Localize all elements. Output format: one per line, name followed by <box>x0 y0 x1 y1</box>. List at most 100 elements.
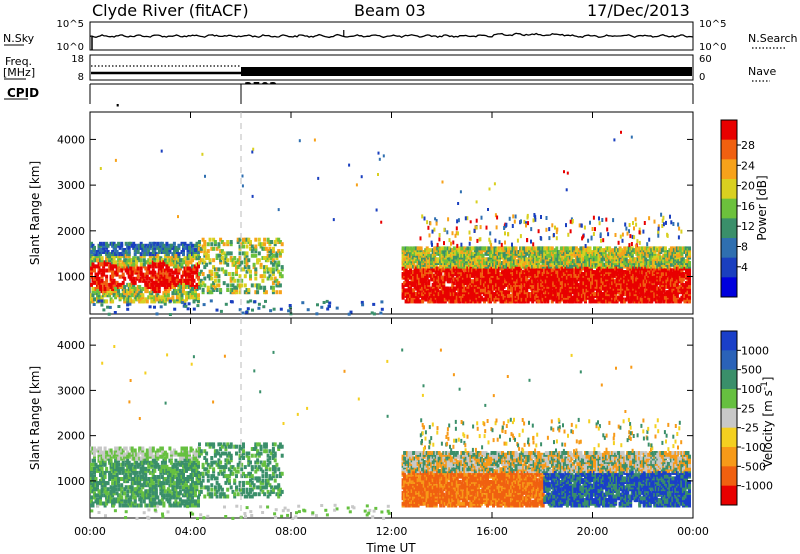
data-cell <box>208 258 212 263</box>
data-cell <box>230 300 234 304</box>
data-cell <box>326 307 330 311</box>
data-cell <box>189 295 193 300</box>
data-cell <box>235 290 238 295</box>
data-cell <box>177 270 181 275</box>
data-cell <box>602 251 605 256</box>
data-cell <box>242 237 245 242</box>
data-cell <box>266 240 270 244</box>
data-cell <box>99 258 102 263</box>
data-cell <box>198 242 201 247</box>
data-cell <box>266 253 270 258</box>
data-cell <box>100 295 104 300</box>
data-cell <box>582 284 586 289</box>
data-cell <box>203 265 207 270</box>
data-cell <box>550 268 554 273</box>
data-cell <box>165 241 169 246</box>
data-cell <box>129 289 133 294</box>
data-cell <box>238 246 242 251</box>
data-cell <box>243 253 247 258</box>
data-cell <box>97 293 101 298</box>
data-cell <box>99 248 102 252</box>
data-cell <box>662 293 666 298</box>
data-cell <box>151 268 155 273</box>
data-cell <box>198 256 201 260</box>
data-cell <box>111 266 115 271</box>
data-cell <box>238 244 242 249</box>
data-cell <box>108 252 112 257</box>
data-cell <box>460 284 464 289</box>
data-cell <box>279 307 283 311</box>
data-cell <box>109 289 113 294</box>
data-cell <box>621 297 625 302</box>
data-cell <box>159 264 163 269</box>
data-cell <box>153 270 157 275</box>
data-cell <box>130 260 134 265</box>
data-cell <box>224 253 228 258</box>
data-cell <box>139 252 143 257</box>
data-cell <box>213 242 217 247</box>
data-cell <box>113 311 117 314</box>
data-cell <box>169 260 173 265</box>
data-cell <box>178 266 182 271</box>
data-cell <box>561 288 565 293</box>
data-cell <box>178 299 182 304</box>
data-cell <box>231 276 235 281</box>
data-cell <box>275 283 279 288</box>
data-cell <box>561 284 565 289</box>
plot-title: Clyde River (fitACF) <box>92 1 249 20</box>
data-cell <box>262 305 266 309</box>
data-cell <box>139 258 143 263</box>
data-cell <box>133 293 137 298</box>
data-cell <box>259 285 263 290</box>
data-cell <box>148 264 152 269</box>
data-cell <box>401 246 405 251</box>
data-cell <box>111 280 115 285</box>
data-cell <box>97 260 101 265</box>
data-cell <box>162 243 166 248</box>
data-cell <box>123 285 127 289</box>
data-cell <box>233 256 237 260</box>
data-cell <box>227 251 231 256</box>
data-cell <box>178 258 182 263</box>
data-cell <box>154 276 158 281</box>
data-cell <box>97 270 101 275</box>
data-cell <box>278 253 282 258</box>
data-cell <box>259 265 263 270</box>
data-cell <box>100 303 104 307</box>
data-cell <box>440 295 444 300</box>
data-cell <box>278 283 282 288</box>
data-cell <box>139 270 143 275</box>
data-cell <box>201 244 205 249</box>
data-cell <box>219 237 223 242</box>
data-cell <box>271 258 275 263</box>
data-cell <box>168 248 172 252</box>
data-cell <box>201 290 205 295</box>
data-cell <box>162 245 166 250</box>
data-cell <box>662 272 666 276</box>
data-cell <box>233 288 237 292</box>
data-cell <box>117 241 121 246</box>
data-cell <box>208 237 212 242</box>
data-cell <box>106 243 110 248</box>
data-cell <box>236 278 240 283</box>
data-cell <box>217 267 221 272</box>
data-cell <box>240 267 244 272</box>
data-cell <box>573 253 577 258</box>
data-cell <box>203 249 207 254</box>
data-cell <box>520 293 524 298</box>
data-cell <box>210 269 214 274</box>
data-cell <box>162 262 166 267</box>
data-cell <box>115 250 119 254</box>
data-cell <box>129 274 133 279</box>
data-cell <box>446 253 450 258</box>
data-cell <box>261 274 265 279</box>
data-cell <box>93 268 96 273</box>
data-cell <box>440 246 444 251</box>
data-cell <box>582 281 586 286</box>
data-cell <box>172 256 176 261</box>
data-cell <box>245 253 249 258</box>
data-cell <box>264 299 267 303</box>
data-cell <box>252 262 256 267</box>
nsky-label: N.Sky <box>3 32 35 45</box>
data-cell <box>124 250 128 254</box>
